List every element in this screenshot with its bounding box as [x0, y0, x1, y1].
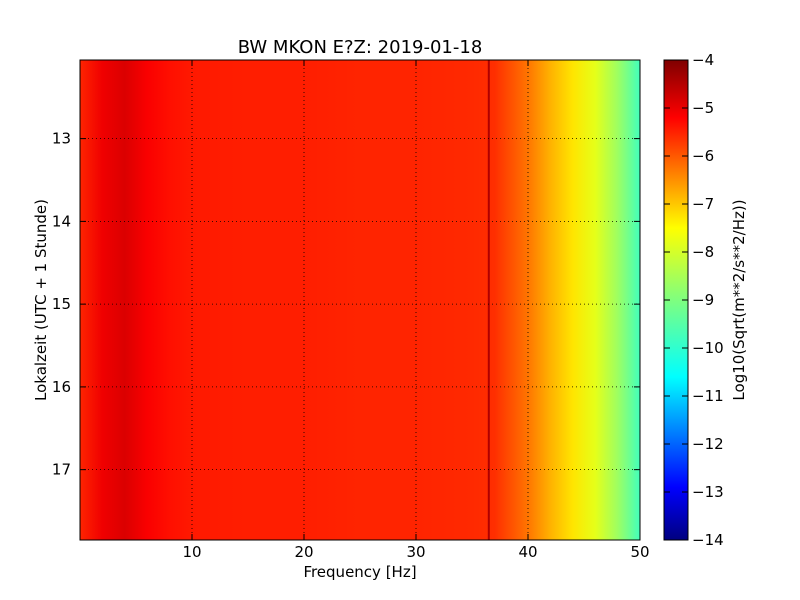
y-tick-label: 14	[52, 212, 71, 230]
y-axis-label: Lokalzeit (UTC + 1 Stunde)	[32, 199, 50, 401]
x-axis-label: Frequency [Hz]	[303, 563, 416, 581]
colorbar-tick-label: −10	[692, 339, 724, 357]
chart-title: BW MKON E?Z: 2019-01-18	[238, 37, 483, 58]
y-tick-label: 16	[52, 378, 71, 396]
y-tick-label: 17	[52, 461, 71, 479]
colorbar: −4 −5 −6 −7 −8 −9 −10 −11 −12 −13 −14 Log10(Sqrt(m…	[663, 51, 748, 549]
colorbar-tick-label: −6	[692, 147, 714, 165]
colorbar-tick-label: −4	[692, 51, 714, 69]
colorbar-tick-label: −9	[692, 291, 714, 309]
spectrogram-image	[80, 60, 640, 540]
colorbar-tick-label: −11	[692, 387, 724, 405]
x-tick-label: 30	[406, 543, 425, 561]
y-tick-label: 15	[52, 295, 71, 313]
colorbar-tick-label: −8	[692, 243, 714, 261]
colorbar-tick-label: −12	[692, 435, 724, 453]
x-tick-label: 20	[294, 543, 313, 561]
plot-area: 10 20 30 40 50 13 14 15 16 17	[52, 59, 650, 561]
y-tick-label: 13	[52, 130, 71, 148]
x-tick-label: 10	[182, 543, 201, 561]
colorbar-tick-label: −5	[692, 99, 714, 117]
x-tick-label: 50	[630, 543, 649, 561]
colorbar-label: Log10(Sqrt(m**2/s**2/Hz))	[730, 199, 748, 400]
colorbar-tick-label: −13	[692, 483, 724, 501]
colorbar-tick-label: −7	[692, 195, 714, 213]
plot-frame	[79, 59, 641, 541]
x-tick-label: 40	[518, 543, 537, 561]
colorbar-tick-label: −14	[692, 531, 724, 549]
